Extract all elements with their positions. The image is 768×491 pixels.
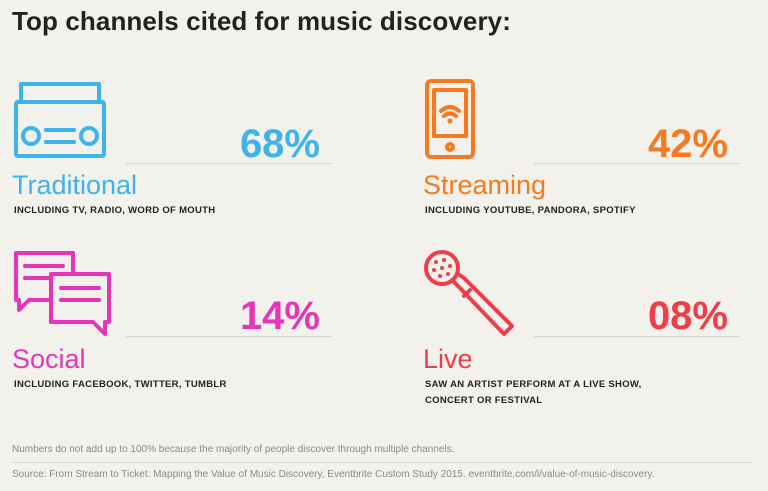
microphone-icon	[424, 250, 514, 336]
detail-live-line1: SAW AN ARTIST PERFORM AT A LIVE SHOW,	[425, 379, 642, 390]
percent-traditional: 68%	[239, 122, 320, 166]
label-streaming: Streaming	[423, 170, 547, 200]
detail-streaming: INCLUDING YOUTUBE, PANDORA, SPOTIFY	[425, 205, 636, 216]
percent-streaming: 42%	[647, 122, 728, 166]
detail-traditional: INCLUDING TV, RADIO, WORD OF MOUTH	[14, 205, 216, 216]
percent-live: 08%	[647, 294, 728, 338]
label-traditional: Traditional	[12, 170, 138, 200]
detail-social: INCLUDING FACEBOOK, TWITTER, TUMBLR	[14, 379, 227, 390]
chart-title: Top channels cited for music discovery:	[12, 6, 511, 36]
percent-social: 14%	[239, 294, 320, 338]
smartphone-icon	[425, 79, 475, 159]
divider	[534, 336, 740, 337]
divider	[534, 163, 740, 164]
detail-live-line2: CONCERT OR FESTIVAL	[425, 395, 543, 406]
divider	[126, 336, 332, 337]
divider	[12, 462, 752, 463]
boombox-icon	[14, 82, 106, 158]
speech-bubbles-icon	[14, 251, 111, 336]
label-social: Social	[12, 344, 86, 374]
source-citation: Source: From Stream to Ticket: Mapping t…	[12, 469, 655, 480]
footnote: Numbers do not add up to 100% because th…	[12, 444, 455, 455]
divider	[126, 163, 332, 164]
label-live: Live	[423, 344, 473, 374]
